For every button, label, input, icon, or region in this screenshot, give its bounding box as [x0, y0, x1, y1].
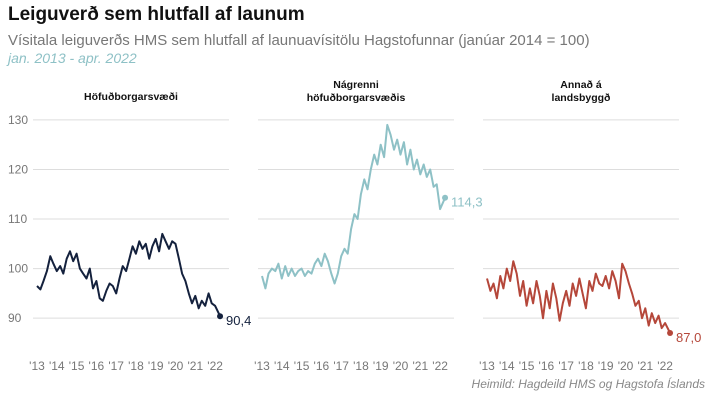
end-point — [442, 194, 449, 201]
x-tick-label: '18 — [578, 359, 594, 373]
series-line — [261, 123, 447, 290]
x-tick-label: '14 — [499, 359, 515, 373]
chart-subtitle: Vísitala leiguverðs HMS sem hlutfall af … — [8, 32, 590, 49]
x-tick-label: '16 — [539, 359, 555, 373]
x-tick-label: '14 — [274, 359, 290, 373]
x-tick-label: '22 — [657, 359, 673, 373]
end-label: 87,0 — [676, 330, 701, 345]
end-point — [667, 330, 674, 337]
x-tick-label: '19 — [148, 359, 164, 373]
end-point — [217, 313, 224, 320]
chart-title: Leiguverð sem hlutfall af launum — [8, 4, 305, 25]
panel-title: höfuðborgarsvæðis — [307, 92, 406, 104]
y-tick-label: 120 — [8, 162, 28, 176]
x-tick-label: '16 — [89, 359, 105, 373]
end-label: 114,3 — [451, 195, 483, 210]
x-tick-label: '15 — [519, 359, 535, 373]
y-tick-label: 100 — [8, 262, 28, 276]
x-tick-label: '20 — [168, 359, 184, 373]
x-tick-label: '17 — [558, 359, 574, 373]
y-tick-label: 90 — [8, 311, 22, 325]
y-tick-label: 130 — [8, 113, 28, 127]
panel-title: Annað á — [560, 79, 602, 91]
x-tick-label: '22 — [207, 359, 223, 373]
panel-1: Höfuðborgarsvæði '13 '14 '15 '16'17 '18 '19 '20… — [29, 91, 251, 373]
x-tick-label: '15 — [294, 359, 310, 373]
x-tick-label: '14 — [49, 359, 65, 373]
x-tick-label: '18 — [128, 359, 144, 373]
x-tick-label: '20 — [393, 359, 409, 373]
x-tick-label: '17 — [108, 359, 124, 373]
x-tick-label: '19 — [373, 359, 389, 373]
x-tick-label: '13 — [29, 359, 45, 373]
chart-period: jan. 2013 - apr. 2022 — [8, 50, 137, 66]
y-tick-label: 110 — [8, 212, 27, 226]
panel-title: Nágrenni — [333, 79, 379, 91]
panel-title: Höfuðborgarsvæði — [84, 91, 178, 103]
x-tick-label: '21 — [187, 359, 203, 373]
x-tick-label: '13 — [254, 359, 270, 373]
x-tick-label: '17 — [333, 359, 349, 373]
x-tick-label: '20 — [618, 359, 634, 373]
x-tick-label: '21 — [637, 359, 653, 373]
end-label: 90,4 — [226, 313, 251, 328]
x-tick-label: '18 — [353, 359, 369, 373]
x-tick-label: '16 — [314, 359, 330, 373]
x-tick-label: '22 — [432, 359, 448, 373]
x-tick-label: '19 — [598, 359, 614, 373]
chart-source: Heimild: Hagdeild HMS og Hagstofa Ísland… — [471, 377, 705, 391]
series-line — [486, 260, 671, 334]
series-line — [36, 232, 222, 317]
x-tick-label: '15 — [69, 359, 85, 373]
x-tick-label: '21 — [412, 359, 428, 373]
panel-title: landsbyggð — [552, 92, 611, 104]
x-tick-label: '13 — [479, 359, 495, 373]
